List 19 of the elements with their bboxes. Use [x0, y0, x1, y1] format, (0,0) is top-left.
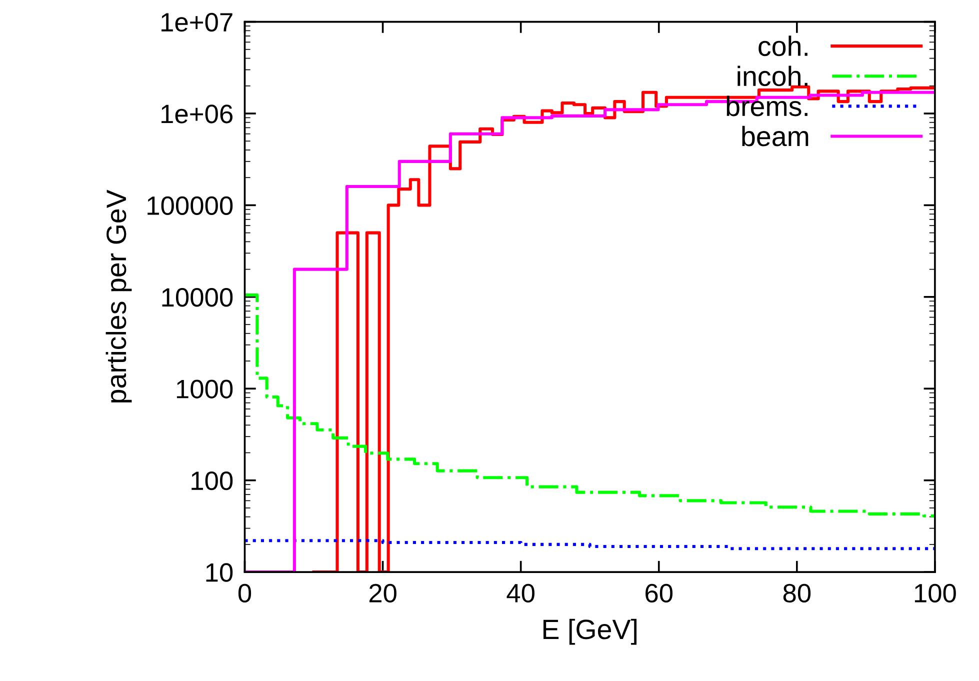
legend-label: incoh. [738, 66, 808, 86]
series-label: coh. [758, 36, 808, 56]
legend-label: beam [742, 126, 808, 146]
x-tick-label: 100 [914, 584, 956, 603]
y-tick-label: 1e+06 [162, 104, 232, 124]
y-tick-label: 100 [192, 471, 233, 490]
legend-label: brems. [726, 96, 808, 116]
x-tick-label: 60 [646, 584, 673, 603]
y-axis-title: particles per GeV [106, 190, 132, 402]
x-axis-title: E [GeV] [543, 618, 636, 645]
x-tick-label: 20 [369, 584, 396, 603]
x-tick-label: 40 [506, 584, 534, 603]
y-tick-label: 100000 [148, 196, 233, 216]
y-tick-label: 1000 [176, 380, 233, 398]
x-tick-label: 0 [238, 584, 252, 603]
y-tick-label: 1e+07 [162, 12, 232, 32]
y-tick-label: 10000 [162, 288, 233, 307]
x-tick-label: 80 [783, 584, 811, 603]
y-tick-label: 10 [206, 563, 233, 582]
